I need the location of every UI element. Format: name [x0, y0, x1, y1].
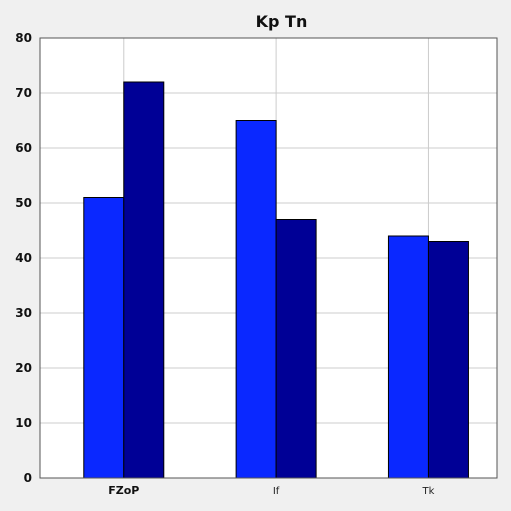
- y-tick-label: 50: [15, 196, 32, 210]
- y-tick-label: 0: [24, 471, 32, 485]
- bar-fzop-series-1: [83, 197, 125, 479]
- y-tick-label: 70: [15, 86, 32, 100]
- x-tick-label: FZoP: [108, 484, 139, 497]
- y-tick-label: 20: [15, 361, 32, 375]
- y-tick-label: 40: [15, 251, 32, 265]
- bar-if-series-2: [275, 219, 317, 479]
- y-tick-label: 30: [15, 306, 32, 320]
- y-tick-label: 10: [15, 416, 32, 430]
- y-axis-ticks: 0 10 20 30 40 50 60 70 80: [15, 31, 32, 485]
- bar-if-series-1: [235, 120, 277, 479]
- x-axis-ticks: FZoP If Tk: [108, 484, 434, 497]
- bars: [83, 81, 469, 479]
- bar-tk-series-2: [427, 241, 469, 479]
- bar-fzop-series-2: [123, 81, 165, 479]
- chart-title: Kp Tn: [256, 12, 308, 31]
- plot-border: [39, 37, 498, 479]
- x-tick-label: Tk: [421, 486, 434, 497]
- y-tick-label: 60: [15, 141, 32, 155]
- bar-tk-series-1: [387, 235, 429, 479]
- x-tick-label: If: [273, 486, 280, 497]
- y-tick-label: 80: [15, 31, 32, 45]
